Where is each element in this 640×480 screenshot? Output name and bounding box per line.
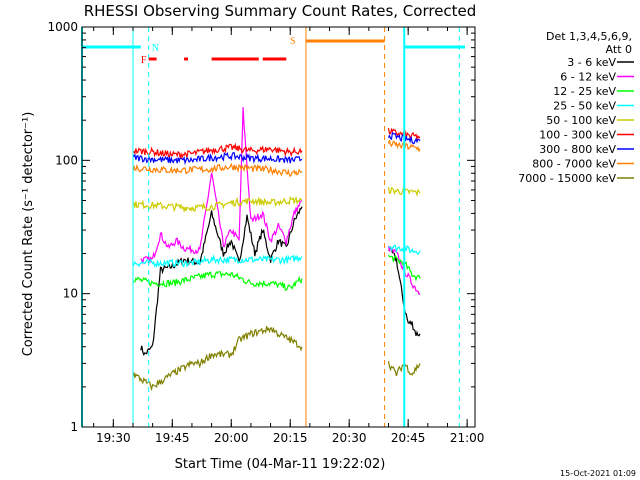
series-line (140, 206, 303, 356)
y-tick-label: 1 (70, 420, 78, 434)
legend-label: 300 - 800 keV (539, 143, 616, 156)
axes: 1 10 100 1000 19:30 19:45 20:00 20:15 20:30 20:45… (47, 20, 484, 445)
timestamp: 15-Oct-2021 01:09 (560, 469, 636, 478)
legend-header: Att 0 (606, 43, 632, 56)
series-line (132, 326, 303, 392)
x-tick-label: 20:00 (214, 431, 249, 445)
legend-label: 100 - 300 keV (539, 129, 616, 142)
series-line (132, 151, 303, 166)
x-axis-label: Start Time (04-Mar-11 19:22:02) (175, 457, 386, 472)
x-tick-label: 20:15 (273, 431, 308, 445)
plot-area: N S F (81, 27, 465, 427)
plot-frame (81, 26, 476, 428)
x-tick-label: 20:45 (391, 431, 426, 445)
x-tick-label: 20:30 (332, 431, 367, 445)
legend-label: 7000 - 15000 keV (518, 172, 616, 185)
series-line (140, 107, 303, 265)
legend-label: 25 - 50 keV (553, 100, 616, 113)
legend-label: 12 - 25 keV (553, 85, 616, 98)
legend-label: 800 - 7000 keV (532, 158, 616, 171)
series-line (132, 162, 303, 178)
y-axis-label: Corrected Count Rate (s⁻¹ detector⁻¹) (21, 112, 36, 357)
legend-label: 50 - 100 keV (546, 114, 616, 127)
annotation-n: N (152, 43, 159, 54)
annotation-s: S (290, 36, 296, 47)
series-line (132, 142, 303, 160)
y-tick-label: 100 (55, 153, 78, 167)
x-tick-label: 19:45 (155, 431, 190, 445)
series-line (132, 254, 303, 269)
legend: Det 1,3,4,5,6,9,Att 03 - 6 keV 6 - 12 keV… (518, 30, 634, 185)
legend-header: Det 1,3,4,5,6,9, (546, 30, 632, 43)
legend-label: 3 - 6 keV (567, 56, 616, 69)
series-line (132, 196, 303, 214)
legend-label: 6 - 12 keV (560, 71, 616, 84)
y-tick-label: 1000 (47, 20, 78, 34)
series-line (132, 271, 303, 291)
y-tick-label: 10 (63, 287, 78, 301)
chart-title: RHESSI Observing Summary Count Rates, Co… (84, 2, 477, 20)
x-tick-label: 21:00 (450, 431, 485, 445)
x-tick-label: 19:30 (96, 431, 131, 445)
annotation-f: F (141, 55, 147, 66)
